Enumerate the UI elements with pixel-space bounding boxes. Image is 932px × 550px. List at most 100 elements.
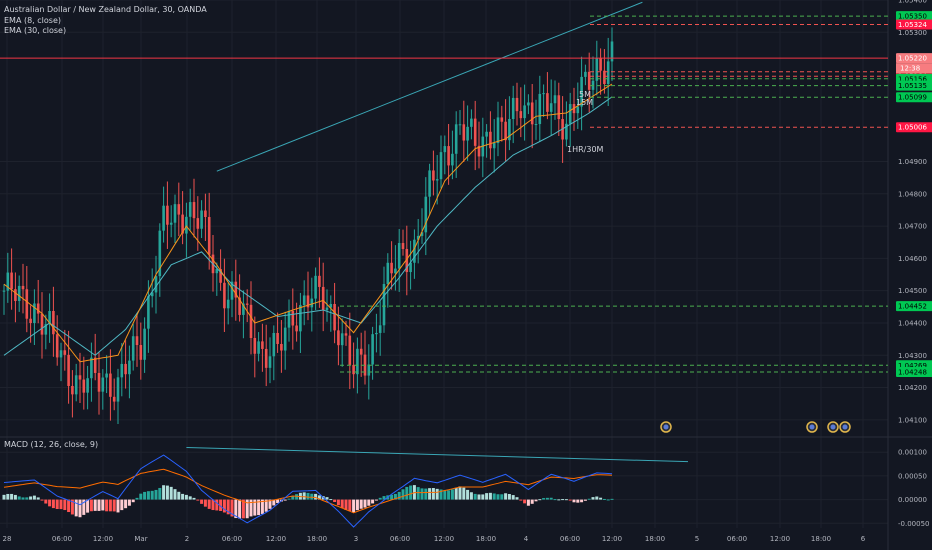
candle-body (150, 292, 154, 297)
macd-histogram-bar (154, 489, 158, 500)
macd-histogram-bar (302, 492, 306, 500)
time-axis-label: 06:00 (727, 535, 747, 543)
macd-histogram-bar (32, 495, 36, 500)
macd-histogram-bar (576, 499, 580, 503)
macd-histogram-bar (355, 499, 359, 511)
candle-body (86, 378, 89, 393)
candle-body (295, 325, 298, 332)
macd-histogram-bar (530, 499, 534, 504)
level-tag (896, 367, 932, 378)
candle-body (348, 335, 352, 365)
candle-body (473, 118, 477, 146)
candle-body (496, 117, 500, 144)
macd-histogram-bar (348, 499, 352, 512)
macd-histogram-bar (108, 499, 112, 512)
macd-histogram-bar (124, 499, 128, 509)
macd-histogram-bar (606, 499, 610, 501)
candle-body (71, 385, 74, 395)
candle-body (48, 311, 51, 325)
candle-body (166, 205, 169, 225)
price-axis-label: 1.04800 (898, 190, 927, 198)
level-tag-label: 1.05006 (898, 124, 927, 132)
candle-body (287, 310, 291, 328)
macd-histogram-bar (329, 499, 333, 501)
candle-body (105, 373, 108, 378)
candle-body (204, 210, 207, 217)
macd-histogram-bar (587, 498, 591, 500)
macd-histogram-bar (162, 485, 166, 500)
macd-histogram-bar (401, 489, 405, 500)
macd-histogram-bar (165, 485, 169, 500)
candle-body (36, 303, 40, 314)
macd-histogram-bar (580, 499, 584, 503)
macd-histogram-bar (534, 499, 538, 502)
candle-body (466, 126, 469, 141)
annotation-15m: 15M (576, 98, 593, 107)
candle-body (93, 357, 97, 373)
candle-body (329, 303, 333, 308)
time-axis-label: 12:00 (770, 535, 790, 543)
macd-histogram-bar (336, 499, 340, 506)
candle-body (147, 296, 150, 329)
macd-histogram-bar (143, 491, 147, 500)
macd-histogram-bar (572, 499, 576, 503)
candle-body (359, 348, 363, 355)
candle-body (416, 235, 420, 240)
macd-line (3, 454, 613, 528)
macd-histogram-bar (211, 499, 215, 511)
candle-body (367, 364, 371, 376)
candle-body (519, 111, 523, 119)
candle-body (162, 205, 165, 231)
macd-histogram-bar (526, 499, 530, 506)
macd-histogram-bar (207, 499, 211, 509)
candle-body (143, 328, 146, 360)
candle-body (477, 145, 481, 157)
macd-histogram-bar (146, 491, 150, 500)
macd-histogram-bar (507, 494, 511, 500)
macd-histogram-bar (196, 499, 200, 501)
candle-body (397, 243, 401, 269)
macd-histogram-bar (10, 493, 14, 500)
candle-body (595, 58, 599, 81)
candle-body (238, 297, 241, 315)
macd-histogram-bar (200, 499, 204, 504)
price-axis-label: 1.04100 (898, 416, 927, 424)
macd-histogram-bar (314, 493, 318, 500)
time-axis-label: 18:00 (307, 535, 327, 543)
candle-body (200, 210, 203, 229)
annotation-1hr-30m: 1HR/30M (567, 145, 604, 154)
macd-histogram-bar (473, 493, 477, 500)
macd-histogram-bar (120, 499, 124, 511)
candle-body (52, 311, 55, 335)
candle-body (44, 324, 48, 335)
candle-body (321, 286, 325, 311)
macd-axis-label: -0.00050 (898, 520, 929, 528)
countdown-label: 12:38 (900, 65, 920, 73)
macd-histogram-bar (317, 495, 321, 500)
candle-body (553, 95, 557, 104)
level-tag-label: 1.05324 (898, 21, 927, 29)
event-marker-dot (842, 424, 848, 430)
macd-histogram-bar (382, 496, 386, 500)
macd-histogram-bar (276, 499, 280, 504)
price-axis-label: 1.04900 (898, 158, 927, 166)
level-tag-label: 1.04452 (898, 303, 927, 311)
candle-body (264, 348, 268, 368)
candle-body (557, 95, 561, 120)
macd-histogram-bar (488, 492, 492, 500)
price-axis-label: 1.04500 (898, 287, 927, 295)
time-axis-label: Mar (134, 535, 147, 543)
macd-histogram-bar (97, 499, 101, 511)
candle-body (394, 268, 397, 274)
macd-histogram-bar (74, 499, 78, 517)
candle-body (302, 295, 306, 306)
macd-histogram-bar (36, 497, 40, 500)
macd-histogram-bar (93, 499, 97, 511)
rising-trendline (216, 1, 643, 172)
candle-body (511, 97, 515, 120)
macd-histogram-bar (131, 499, 135, 503)
macd-histogram-bar (545, 497, 549, 500)
candle-body (485, 131, 488, 137)
candle-body (447, 146, 450, 166)
